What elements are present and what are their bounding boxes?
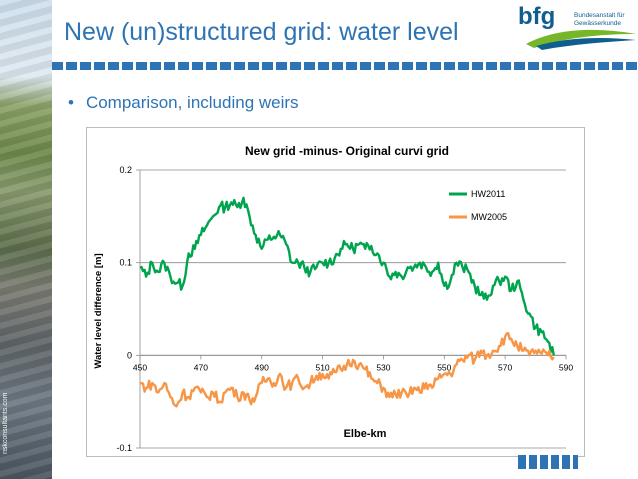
title-divider — [52, 62, 638, 70]
photo-credit: riskconsultants.com — [2, 392, 9, 454]
y-tick-label: 0.1 — [119, 258, 132, 268]
chart-legend: HW2011 MW2005 — [449, 189, 507, 222]
x-tick-label: 450 — [133, 362, 147, 372]
logo-swoosh-icon — [526, 29, 636, 50]
legend-label-hw2011: HW2011 — [471, 189, 505, 199]
x-tick-label: 470 — [194, 362, 208, 372]
x-tick-label: 570 — [498, 362, 512, 372]
logo-subtitle-line-1: Bundesanstalt für — [574, 12, 625, 19]
bfg-logo: bfg Bundesanstalt für Gewässerkunde — [512, 0, 638, 52]
bullet-dot-icon: • — [68, 93, 74, 112]
y-tick-label: 0.2 — [119, 165, 132, 175]
x-tick-label: 550 — [437, 362, 451, 372]
x-tick-label: 490 — [255, 362, 269, 372]
series-line-hw2011 — [139, 196, 555, 356]
x-tick-label: 510 — [315, 362, 329, 372]
chart-series-group — [139, 196, 555, 408]
logo-wordmark: bfg — [518, 3, 556, 30]
bullet-item: • Comparison, including weirs — [68, 93, 299, 113]
bullet-text: Comparison, including weirs — [85, 93, 299, 112]
footer-decoration — [518, 455, 578, 469]
chart-title: New grid -minus- Original curvi grid — [245, 144, 449, 158]
logo-subtitle-line-2: Gewässerkunde — [574, 20, 621, 27]
chart-axes — [136, 169, 567, 449]
y-axis-label: Water level difference [m] — [93, 253, 104, 368]
decorative-photo-strip: riskconsultants.com — [0, 0, 52, 479]
chart-tick-labels: 0.2 0.1 0 -0.1 450 470 490 510 530 550 570 590 — [116, 165, 573, 453]
x-axis-label: Elbe-km — [344, 428, 387, 440]
y-tick-label: -0.1 — [116, 443, 132, 453]
chart-canvas: 0.2 0.1 0 -0.1 450 470 490 510 530 550 570 590 New … — [93, 144, 573, 453]
x-tick-label: 590 — [559, 362, 573, 372]
legend-label-mw2005: MW2005 — [471, 212, 507, 222]
series-line-mw2005 — [139, 332, 555, 408]
x-tick-label: 530 — [376, 362, 390, 372]
y-tick-label: 0 — [127, 350, 132, 360]
slide-title: New (un)structured grid: water level — [64, 18, 459, 46]
chart-container: 0.2 0.1 0 -0.1 450 470 490 510 530 550 570 590 New … — [86, 127, 585, 457]
